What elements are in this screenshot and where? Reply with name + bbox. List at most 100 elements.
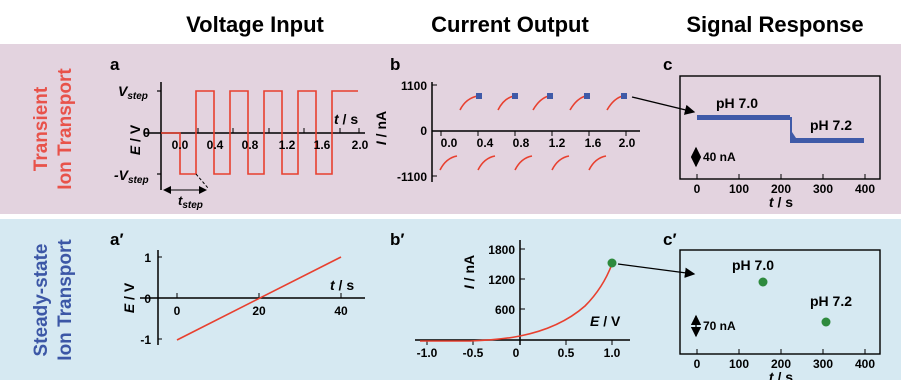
panel-c-prime-xticks bbox=[696, 349, 866, 354]
steady-row-label: Steady-state Ion Transport bbox=[31, 239, 76, 361]
panel-b: b bbox=[373, 55, 640, 184]
transient-label-line2: Ion Transport bbox=[55, 68, 76, 190]
panel-b-ytick-0: 0 bbox=[420, 124, 427, 138]
panel-c-xtick-0: 0 bbox=[694, 182, 701, 196]
panel-b-ytick-neg1100: -1100 bbox=[397, 170, 427, 184]
panel-c-prime-xtick-200: 200 bbox=[771, 357, 791, 371]
panel-a-xticks bbox=[197, 128, 360, 133]
sample-marker-5 bbox=[621, 93, 627, 99]
transient-label-line1: Transient bbox=[31, 86, 52, 171]
arrow-b-prime-to-c-prime bbox=[617, 263, 696, 278]
panel-a-prime: a′ 1 0 -1 E / V 0 20 40 t / s bbox=[110, 230, 365, 347]
panel-a-xtick-0: 0.0 bbox=[172, 138, 189, 152]
panel-b-prime-iv-curve bbox=[420, 263, 613, 342]
panel-a-tstep-label: tstep bbox=[178, 193, 203, 211]
panel-a-xtick-4: 1.6 bbox=[314, 138, 331, 152]
panel-c-prime-scale-label: 70 nA bbox=[703, 319, 736, 333]
transient-row-background bbox=[0, 44, 901, 214]
panel-b-prime-xticks bbox=[426, 340, 613, 345]
sample-marker-1 bbox=[476, 93, 482, 99]
panel-c-xtick-100: 100 bbox=[729, 182, 749, 196]
panel-a-xtick-2: 0.8 bbox=[242, 138, 259, 152]
panel-b-prime-ytick-600: 600 bbox=[495, 303, 515, 317]
panel-c-annotation-ph70: pH 7.0 bbox=[716, 95, 758, 111]
panel-c-prime-xtick-300: 300 bbox=[813, 357, 833, 371]
steady-row-background bbox=[0, 219, 901, 380]
header-signal-response: Signal Response bbox=[686, 12, 863, 37]
panel-a-prime-xtick-0: 0 bbox=[174, 304, 181, 318]
panel-a-prime-label: a′ bbox=[110, 230, 124, 249]
panel-b-xtick-0: 0.0 bbox=[441, 136, 458, 150]
panel-a-xlabel: t / s bbox=[334, 111, 358, 127]
panel-a-xtick-3: 1.2 bbox=[279, 138, 296, 152]
sample-marker-4 bbox=[584, 93, 590, 99]
panel-a-prime-xticks bbox=[176, 293, 342, 298]
panel-b-prime-xtick-neg1: -1.0 bbox=[417, 346, 438, 360]
panel-c-prime-marker-ph72 bbox=[821, 317, 831, 327]
panel-c-prime: c′ pH 7.0 pH 7.2 70 nA 0 100 200 300 400… bbox=[663, 230, 881, 380]
panel-a: a tstep Vstep -Vstep 0 E / V t / s 0.0 0… bbox=[110, 55, 369, 211]
panel-a-prime-ytick-label-neg1: -1 bbox=[140, 333, 151, 347]
panel-a-tstep-guide bbox=[160, 173, 209, 190]
panel-c-signal bbox=[697, 115, 864, 143]
panel-b-xtick-2: 0.8 bbox=[513, 136, 530, 150]
panel-c-prime-frame bbox=[679, 249, 881, 355]
transient-curve-neg-1 bbox=[439, 155, 458, 171]
signal-segment-ph72 bbox=[794, 138, 864, 143]
panel-a-square-wave bbox=[161, 90, 358, 175]
panel-c-prime-xtick-100: 100 bbox=[729, 357, 749, 371]
panel-a-prime-ytick-label-1: 1 bbox=[144, 251, 151, 265]
panel-c: c pH 7.0 pH 7.2 40 nA 0 100 200 300 400 … bbox=[663, 55, 881, 210]
panel-c-prime-xlabel: t / s bbox=[769, 369, 793, 380]
panel-a-y-zero: 0 bbox=[143, 125, 150, 140]
panel-b-prime-xtick-05: 0.5 bbox=[558, 346, 575, 360]
panel-c-prime-annotation-ph70: pH 7.0 bbox=[732, 257, 774, 273]
transient-curve-neg-2 bbox=[477, 155, 496, 171]
panel-c-xticks bbox=[696, 174, 866, 179]
panel-b-xtick-4: 1.6 bbox=[585, 136, 602, 150]
panel-c-xtick-200: 200 bbox=[771, 182, 791, 196]
panel-b-prime-ylabel: I / nA bbox=[461, 255, 477, 289]
panel-b-prime-yticks bbox=[520, 248, 525, 310]
panel-b-xtick-1: 0.4 bbox=[477, 136, 494, 150]
panel-c-xtick-400: 400 bbox=[855, 182, 875, 196]
panel-b-prime: b′ 1800 1200 600 I / nA -1.0 -0.5 0 0.5 … bbox=[390, 230, 630, 360]
panel-c-prime-annotation-ph72: pH 7.2 bbox=[810, 293, 852, 309]
panel-c-xtick-300: 300 bbox=[813, 182, 833, 196]
panel-c-label: c bbox=[663, 55, 672, 74]
panel-b-prime-xtick-neg05: -0.5 bbox=[463, 346, 484, 360]
panel-c-prime-xtick-400: 400 bbox=[855, 357, 875, 371]
panel-b-ylabel: I / nA bbox=[373, 111, 389, 145]
signal-transition bbox=[790, 117, 800, 143]
panel-a-xtick-5: 2.0 bbox=[352, 138, 369, 152]
steady-label-line1: Steady-state bbox=[31, 244, 52, 357]
panel-b-prime-xtick-0: 0 bbox=[513, 346, 520, 360]
panel-b-prime-marker bbox=[607, 258, 617, 268]
panel-b-prime-xlabel: E / V bbox=[590, 313, 621, 329]
panel-c-frame bbox=[679, 75, 881, 180]
panel-c-xlabel: t / s bbox=[769, 194, 793, 210]
panel-a-label: a bbox=[110, 55, 120, 74]
panel-b-xtick-3: 1.2 bbox=[549, 136, 566, 150]
header-voltage-input: Voltage Input bbox=[186, 12, 324, 37]
panel-b-prime-xtick-1: 1.0 bbox=[604, 346, 621, 360]
panel-a-ylabel: E / V bbox=[127, 124, 143, 155]
panel-c-annotation-ph72: pH 7.2 bbox=[810, 117, 852, 133]
panel-b-sample-markers bbox=[476, 93, 627, 99]
panel-c-prime-xtick-0: 0 bbox=[694, 357, 701, 371]
arrow-b-to-c bbox=[631, 96, 696, 115]
panel-a-xtick-1: 0.4 bbox=[207, 138, 224, 152]
panel-c-prime-marker-ph70 bbox=[758, 277, 768, 287]
transient-row-label: Transient Ion Transport bbox=[31, 68, 76, 190]
signal-segment-ph70 bbox=[697, 115, 790, 120]
panel-a-prime-xlabel: t / s bbox=[330, 277, 354, 293]
panel-b-prime-ytick-1800: 1800 bbox=[488, 243, 515, 257]
panel-a-vstep-bottom: -Vstep bbox=[114, 167, 149, 186]
transient-curve-neg-3 bbox=[514, 155, 533, 171]
transient-curve-neg-5 bbox=[588, 155, 607, 171]
panel-a-vstep-top: Vstep bbox=[118, 83, 148, 102]
sample-marker-2 bbox=[512, 93, 518, 99]
panel-b-ytick-1100: 1100 bbox=[401, 79, 427, 93]
panel-a-prime-ytick-label-0: 0 bbox=[144, 292, 151, 306]
